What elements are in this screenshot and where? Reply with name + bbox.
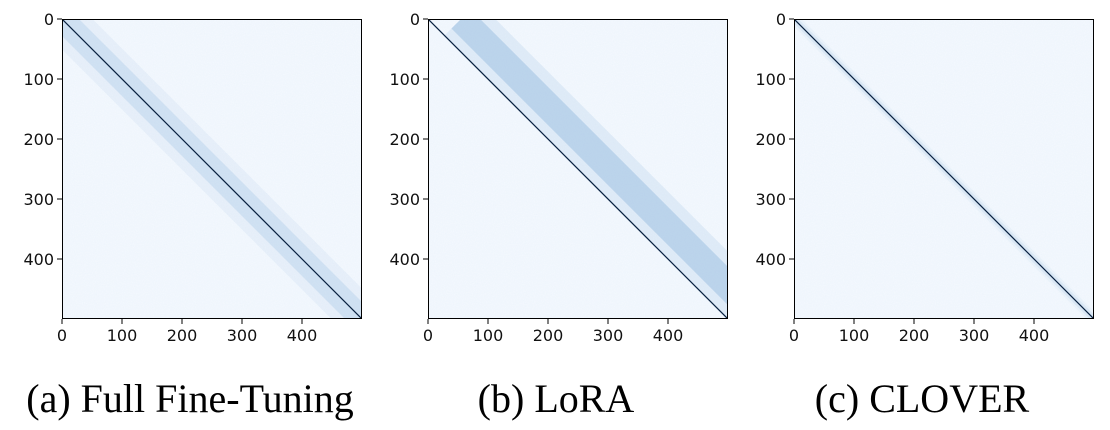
x-tick-label: 200 bbox=[533, 326, 564, 345]
main-diagonal bbox=[428, 19, 728, 319]
heatmap-band bbox=[451, 19, 728, 306]
y-tick-label: 100 bbox=[755, 70, 786, 89]
panel-caption-lora: (b) LoRA bbox=[478, 376, 635, 421]
x-tick-label: 400 bbox=[1019, 326, 1050, 345]
plot-frame bbox=[794, 19, 1094, 319]
panel-full-fine-tuning: 0 100 200 300 400 0 100 200 300 400 (a) Full Fine-… bbox=[23, 10, 362, 421]
panel-lora: 0 100 200 300 400 0 100 200 300 400 (b) LoRA bbox=[389, 10, 728, 421]
y-tick-label: 400 bbox=[755, 250, 786, 269]
x-tick-label: 300 bbox=[593, 326, 624, 345]
y-tick-label: 100 bbox=[23, 70, 54, 89]
y-tick-label: 0 bbox=[410, 10, 420, 29]
panel-clover: 0 100 200 300 400 0 100 200 300 400 (c) CLOVER bbox=[755, 10, 1094, 421]
heatmap-band-halo bbox=[443, 19, 728, 319]
x-tick-label: 0 bbox=[789, 326, 799, 345]
y-tick-label: 100 bbox=[389, 70, 420, 89]
y-tick-label: 200 bbox=[23, 130, 54, 149]
y-tick-label: 0 bbox=[776, 10, 786, 29]
panel-caption-full-fine-tuning: (a) Full Fine-Tuning bbox=[26, 376, 353, 421]
x-tick-label: 300 bbox=[959, 326, 990, 345]
y-tick-label: 200 bbox=[389, 130, 420, 149]
heatmap-area bbox=[794, 19, 1094, 319]
y-tick-label: 200 bbox=[755, 130, 786, 149]
x-tick-label: 100 bbox=[839, 326, 870, 345]
heatmap-area bbox=[428, 19, 728, 319]
y-tick-label: 400 bbox=[23, 250, 54, 269]
y-tick-label: 300 bbox=[23, 190, 54, 209]
y-tick-label: 300 bbox=[389, 190, 420, 209]
x-tick-label: 100 bbox=[107, 326, 138, 345]
x-tick-label: 100 bbox=[473, 326, 504, 345]
x-tick-label: 200 bbox=[167, 326, 198, 345]
y-tick-label: 300 bbox=[755, 190, 786, 209]
panel-caption-clover: (c) CLOVER bbox=[815, 376, 1030, 421]
main-diagonal bbox=[62, 19, 362, 319]
x-tick-label: 0 bbox=[57, 326, 67, 345]
x-tick-label: 400 bbox=[653, 326, 684, 345]
plot-frame bbox=[62, 19, 362, 319]
heatmap-area bbox=[62, 19, 362, 319]
y-tick-label: 400 bbox=[389, 250, 420, 269]
x-tick-label: 400 bbox=[287, 326, 318, 345]
x-tick-label: 300 bbox=[227, 326, 258, 345]
main-diagonal bbox=[794, 19, 1094, 319]
x-tick-label: 200 bbox=[899, 326, 930, 345]
y-tick-label: 0 bbox=[44, 10, 54, 29]
x-tick-label: 0 bbox=[423, 326, 433, 345]
plot-frame bbox=[428, 19, 728, 319]
